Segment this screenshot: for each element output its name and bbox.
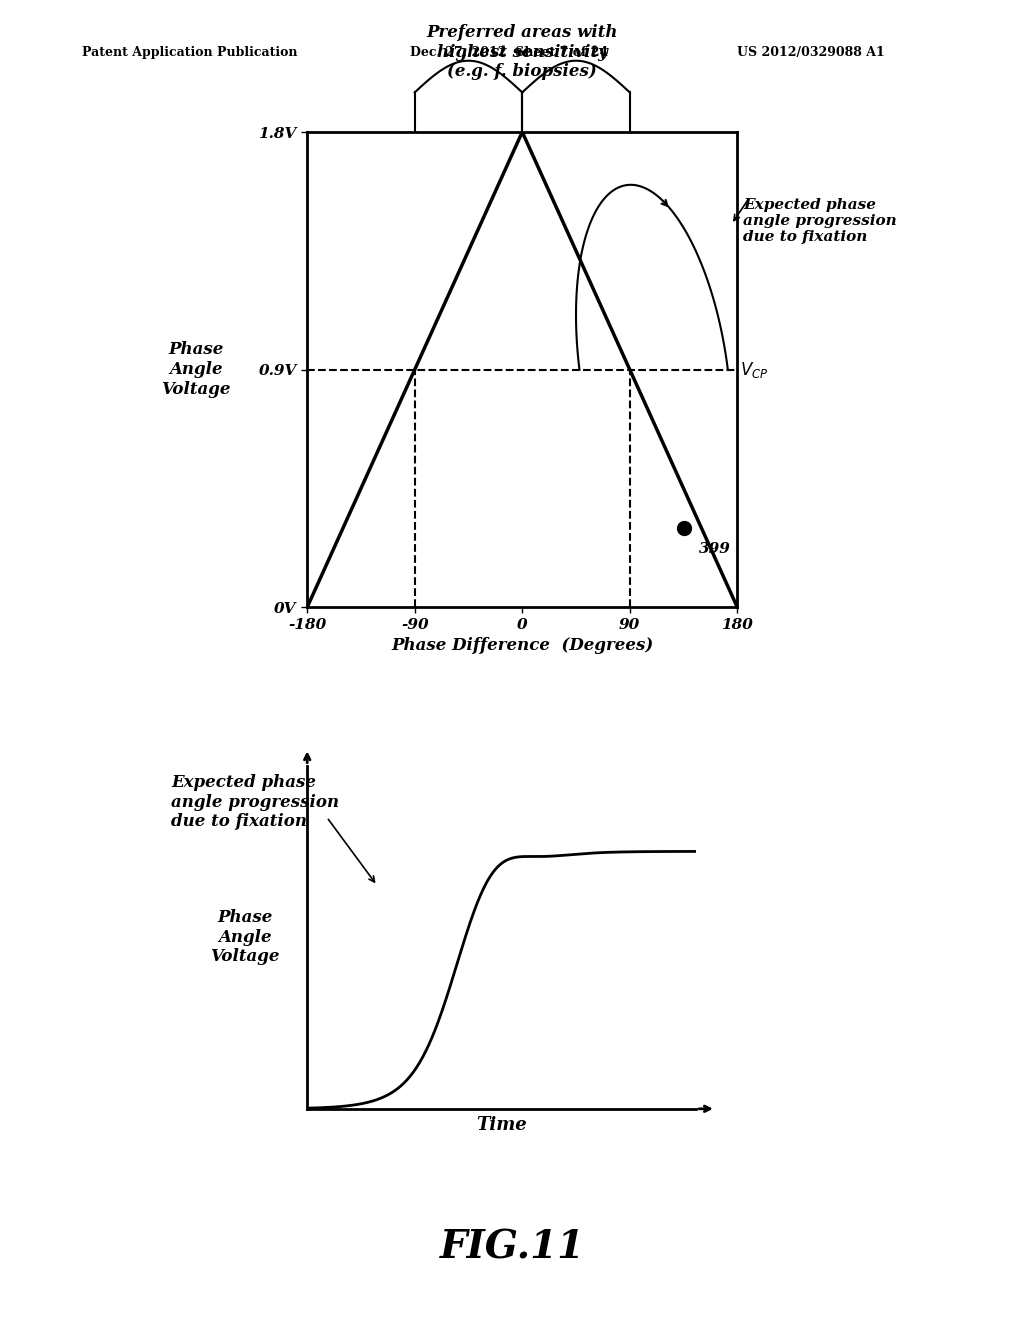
X-axis label: Time: Time [476, 1115, 527, 1134]
Y-axis label: Phase
Angle
Voltage: Phase Angle Voltage [161, 342, 230, 397]
Text: FIG.11: FIG.11 [439, 1229, 585, 1266]
Text: Expected phase
angle progression
due to fixation: Expected phase angle progression due to … [743, 198, 897, 244]
Text: Dec. 27, 2012  Sheet 7 of 24: Dec. 27, 2012 Sheet 7 of 24 [410, 46, 608, 59]
Y-axis label: Phase
Angle
Voltage: Phase Angle Voltage [210, 909, 280, 965]
Title: Preferred areas with
highest sensitivity
(e.g. f. biopsies): Preferred areas with highest sensitivity… [426, 24, 618, 81]
Text: $V_{CP}$: $V_{CP}$ [739, 359, 768, 380]
Text: US 2012/0329088 A1: US 2012/0329088 A1 [737, 46, 885, 59]
Text: 399: 399 [699, 543, 731, 556]
Text: Expected phase
angle progression
due to fixation: Expected phase angle progression due to … [171, 774, 339, 830]
X-axis label: Phase Difference  (Degrees): Phase Difference (Degrees) [391, 638, 653, 655]
Text: Patent Application Publication: Patent Application Publication [82, 46, 297, 59]
